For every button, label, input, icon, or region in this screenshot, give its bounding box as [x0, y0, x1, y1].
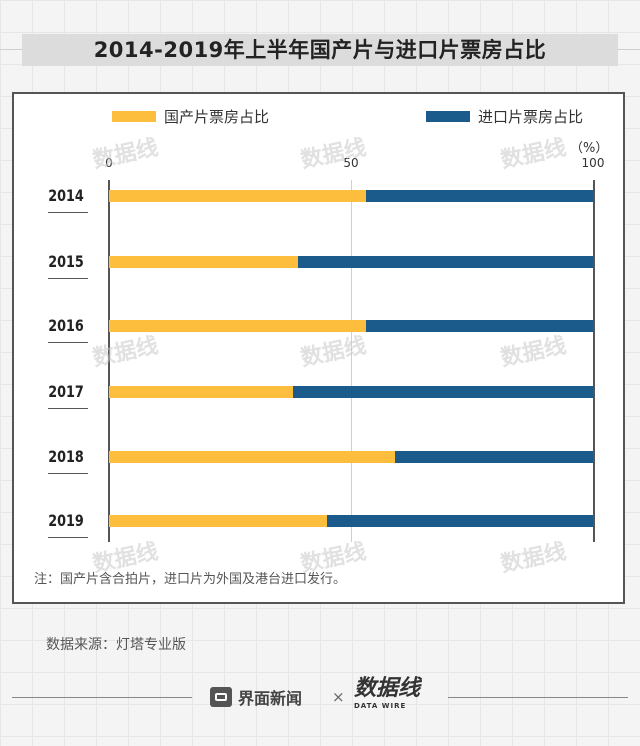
- legend-imported: 进口片票房占比: [426, 106, 583, 127]
- bar-imported-2014: [365, 190, 593, 202]
- legend-domestic-swatch: [112, 111, 156, 122]
- year-underline-2018: [48, 473, 88, 474]
- times-symbol: ×: [332, 688, 345, 706]
- year-underline-2014: [48, 212, 88, 213]
- brand-jiemian-label: 界面新闻: [238, 689, 303, 708]
- jiemian-logo-icon: [210, 687, 232, 707]
- bar-domestic-2016: [109, 320, 366, 332]
- footer-rule-left: [12, 697, 192, 698]
- gridline-100: [593, 180, 595, 542]
- bar-imported-2015: [297, 256, 593, 268]
- bar-imported-2019: [326, 515, 593, 527]
- year-label-2017: 2017: [48, 382, 84, 401]
- datawire-logo-sub: DATA WIRE: [354, 702, 407, 710]
- brand-jiemian: 界面新闻: [210, 685, 302, 709]
- year-label-2014: 2014: [48, 186, 84, 205]
- x-tick-label-100: 100: [581, 156, 605, 170]
- chart-title: 2014-2019年上半年国产片与进口片票房占比: [93, 38, 547, 62]
- datawire-logo: 数据线 DATA WIRE: [354, 676, 444, 711]
- x-tick-label-50: 50: [343, 156, 359, 170]
- legend-imported-swatch: [426, 111, 470, 122]
- x-tick-label-0: 0: [105, 156, 113, 170]
- bar-domestic-2019: [109, 515, 327, 527]
- bar-imported-2018: [394, 451, 593, 463]
- footnote: 注：国产片含合拍片，进口片为外国及港台进口发行。: [34, 572, 347, 587]
- year-label-2015: 2015: [48, 252, 84, 271]
- legend-domestic-label: 国产片票房占比: [164, 108, 270, 126]
- footer-rule-right: [448, 697, 628, 698]
- axis-unit: （%）: [570, 141, 609, 156]
- bar-domestic-2018: [109, 451, 395, 463]
- chart-panel: [12, 92, 625, 604]
- bar-domestic-2017: [109, 386, 293, 398]
- year-label-2016: 2016: [48, 316, 84, 335]
- datawire-logo-main: 数据线: [354, 676, 421, 701]
- legend-domestic: 国产片票房占比: [112, 106, 269, 127]
- title-background: [22, 34, 618, 66]
- bar-imported-2016: [365, 320, 593, 332]
- legend-imported-label: 进口片票房占比: [478, 108, 584, 126]
- gridline-50: [351, 180, 352, 542]
- year-label-2018: 2018: [48, 447, 84, 466]
- bar-domestic-2015: [109, 256, 298, 268]
- data-source: 数据来源：灯塔专业版: [46, 637, 186, 653]
- bar-imported-2017: [292, 386, 593, 398]
- year-underline-2019: [48, 537, 88, 538]
- year-underline-2015: [48, 278, 88, 279]
- bar-domestic-2014: [109, 190, 366, 202]
- y-axis-line: [108, 180, 110, 542]
- year-underline-2017: [48, 408, 88, 409]
- year-underline-2016: [48, 342, 88, 343]
- year-label-2019: 2019: [48, 511, 84, 530]
